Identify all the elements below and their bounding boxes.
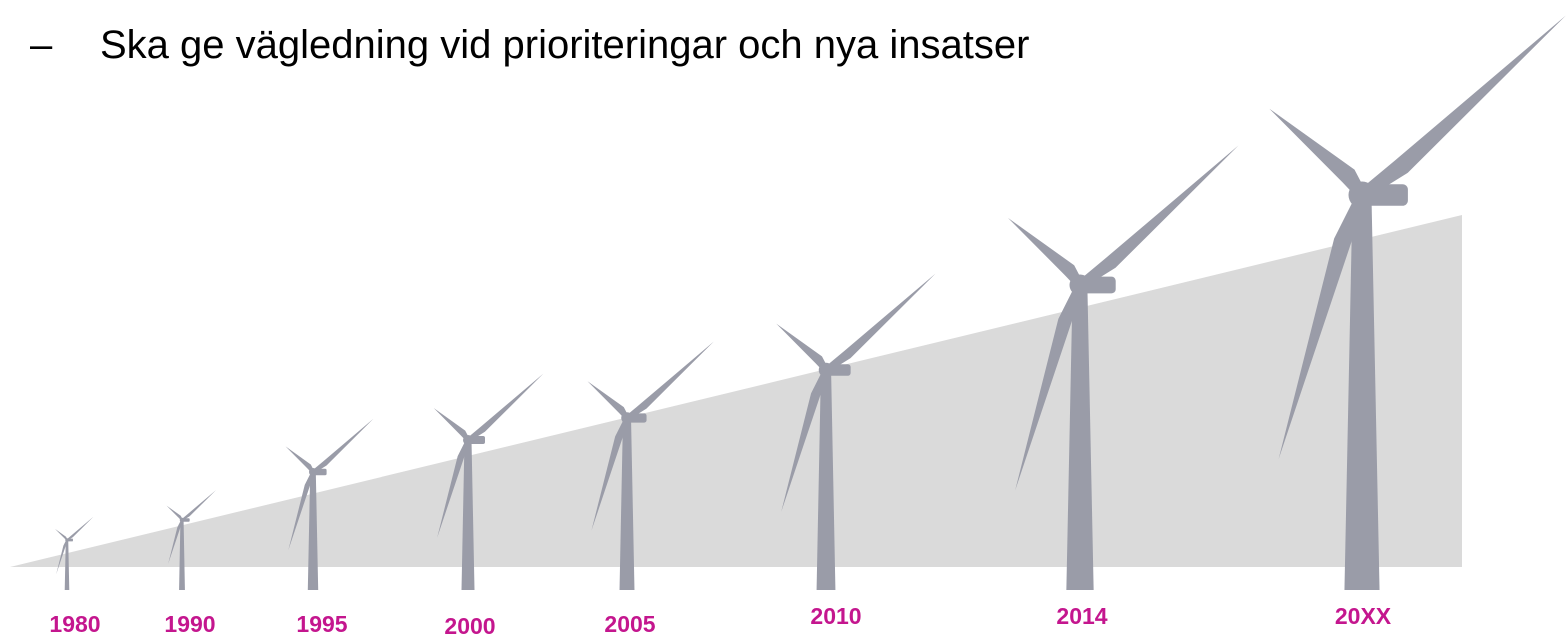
blade xyxy=(776,324,828,372)
hub xyxy=(309,468,317,476)
blade xyxy=(67,517,94,541)
blade xyxy=(55,529,67,541)
hub xyxy=(65,538,69,542)
hub xyxy=(1349,182,1376,209)
blade xyxy=(167,506,183,521)
year-label: 2010 xyxy=(810,603,861,629)
blade xyxy=(1358,15,1565,199)
growth-wedge xyxy=(10,215,1462,567)
bullet-text: Ska ge vägledning vid prioriteringar och… xyxy=(100,23,1029,67)
blade xyxy=(1269,109,1365,199)
year-label: 1995 xyxy=(296,611,347,637)
blade xyxy=(434,408,470,441)
tower xyxy=(65,540,70,590)
blade xyxy=(1077,145,1238,288)
page: – Ska ge vägledning vid prioriteringar o… xyxy=(0,0,1566,641)
year-label: 2000 xyxy=(444,613,495,639)
hub xyxy=(180,518,185,523)
blade xyxy=(588,381,629,419)
year-label: 2005 xyxy=(604,611,655,637)
hub xyxy=(819,363,834,378)
blade xyxy=(312,419,373,473)
hub xyxy=(1070,275,1091,296)
blade xyxy=(286,446,315,473)
blade xyxy=(181,490,216,521)
slide: – Ska ge vägledning vid prioriteringar o… xyxy=(0,0,1566,641)
year-label: 20XX xyxy=(1335,603,1392,629)
hub xyxy=(463,435,473,445)
year-label: 1990 xyxy=(164,611,215,637)
bullet-marker: – xyxy=(30,23,53,67)
hub xyxy=(621,412,633,424)
year-label: 1980 xyxy=(49,611,100,637)
blade xyxy=(467,374,544,442)
year-label: 2014 xyxy=(1056,603,1107,629)
blade xyxy=(1008,218,1083,288)
tower xyxy=(308,472,318,590)
